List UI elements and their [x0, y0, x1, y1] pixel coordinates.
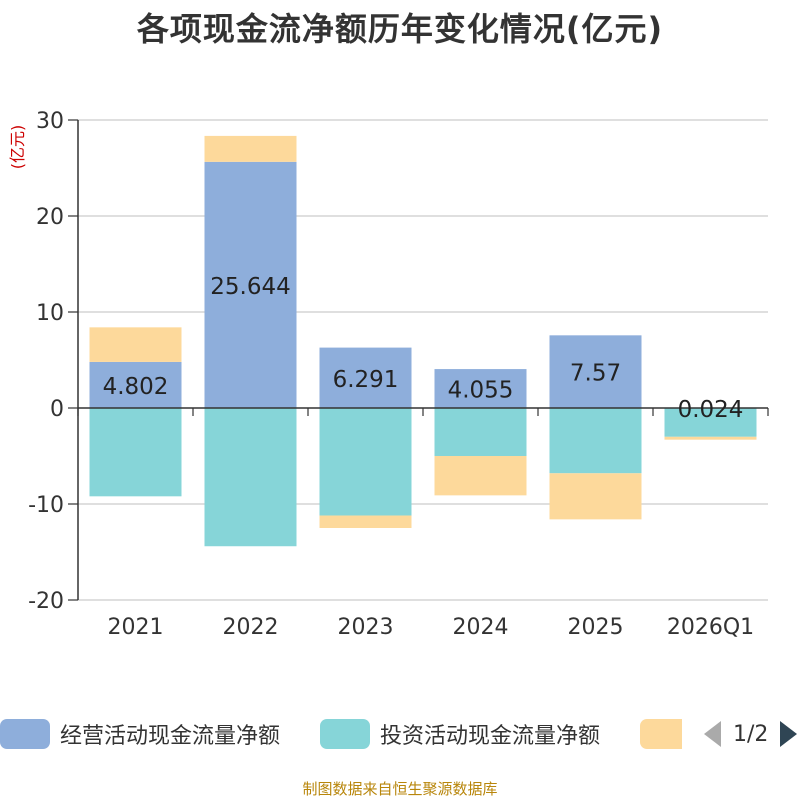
data-labels: 4.802 25.644 6.291 4.055 7.57 0.024	[103, 274, 744, 423]
data-label-2025: 7.57	[570, 361, 621, 387]
bar-2023-series-1	[319, 408, 412, 516]
bar-2026Q1-series-2	[664, 436, 757, 440]
legend-prev-icon[interactable]	[704, 721, 721, 747]
legend-swatch-investing	[320, 719, 370, 749]
x-tick-label: 2023	[338, 615, 394, 640]
bar-chart: 30 20 10 0 -10 -20 (亿元) 2021 2022 2023 2024 2025 202…	[8, 109, 769, 640]
data-label-2026Q1: 0.024	[678, 397, 744, 423]
y-tick-label: 10	[36, 301, 64, 326]
data-label-2021: 4.802	[103, 374, 169, 400]
bar-2025-series-0	[549, 335, 642, 408]
data-source: 制图数据来自恒生聚源数据库	[302, 780, 498, 798]
bar-2022-series-0	[204, 161, 297, 408]
grid-lines	[78, 119, 768, 601]
bar-2024-series-1	[434, 408, 527, 456]
legend: 经营活动现金流量净额 投资活动现金流量净额 1/2	[0, 716, 800, 752]
bar-2021-series-1	[89, 408, 182, 497]
x-tick-label: 2024	[453, 615, 509, 640]
bar-2024-series-0	[434, 369, 527, 408]
bar-2023-series-2	[319, 515, 412, 528]
axes: 30 20 10 0 -10 -20 (亿元) 2021 2022 2023 2024 2025 202…	[8, 109, 769, 640]
data-label-2022: 25.644	[210, 274, 290, 300]
legend-item-investing[interactable]: 投资活动现金流量净额	[320, 716, 600, 752]
bar-2022-series-1	[204, 408, 297, 547]
legend-swatch-operating	[0, 719, 50, 749]
legend-pager: 1/2	[704, 716, 798, 752]
data-label-2024: 4.055	[448, 378, 514, 404]
legend-next-icon[interactable]	[780, 721, 798, 747]
chart-title: 各项现金流净额历年变化情况(亿元)	[136, 10, 664, 48]
legend-page-indicator: 1/2	[733, 721, 769, 747]
x-tick-label: 2022	[223, 615, 279, 640]
bar-2025-series-1	[549, 408, 642, 474]
legend-item-financing[interactable]	[640, 716, 692, 752]
bar-2023-series-0	[319, 347, 412, 408]
x-tick-label: 2026Q1	[667, 615, 754, 640]
x-tick-label: 2025	[568, 615, 624, 640]
bar-2022-series-2	[204, 135, 297, 162]
y-tick-label: 30	[36, 109, 64, 134]
y-axis-label: (亿元)	[8, 125, 27, 170]
bar-group	[89, 135, 757, 547]
y-tick-label: 0	[50, 397, 64, 422]
y-tick-label: -10	[28, 493, 64, 518]
bar-2021-series-2	[89, 327, 182, 362]
y-tick-label: -20	[28, 589, 64, 614]
bar-2025-series-2	[549, 473, 642, 520]
legend-label-operating: 经营活动现金流量净额	[60, 724, 281, 749]
bar-2021-series-0	[89, 361, 182, 408]
bar-2026Q1-series-1	[664, 408, 757, 437]
legend-swatch-financing	[640, 719, 682, 749]
legend-item-operating[interactable]: 经营活动现金流量净额	[0, 716, 280, 752]
legend-label-investing: 投资活动现金流量净额	[380, 724, 601, 749]
bar-2024-series-2	[434, 456, 527, 496]
x-tick-label: 2021	[108, 615, 164, 640]
data-label-2023: 6.291	[333, 367, 399, 393]
y-tick-label: 20	[36, 205, 64, 230]
